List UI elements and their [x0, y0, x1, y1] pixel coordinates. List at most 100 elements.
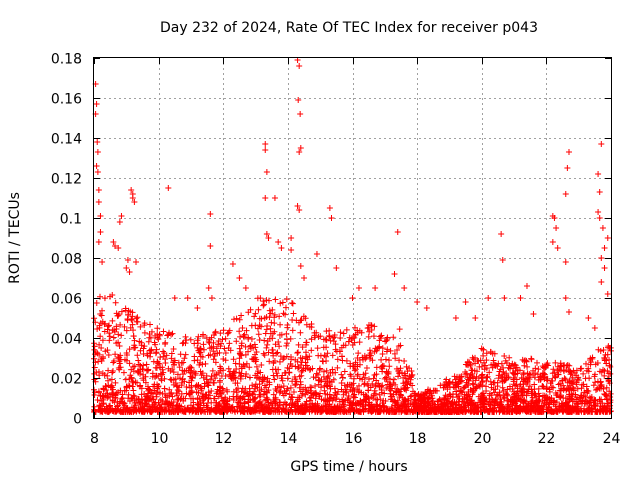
data-point	[271, 376, 278, 383]
data-point	[484, 374, 491, 381]
data-point	[496, 391, 503, 398]
data-point	[290, 310, 297, 317]
data-point	[107, 402, 114, 409]
data-point	[313, 370, 320, 377]
data-point	[117, 387, 124, 394]
data-point	[295, 341, 302, 348]
data-point	[517, 406, 524, 413]
data-point	[376, 337, 383, 344]
data-point	[292, 356, 299, 363]
data-point	[245, 398, 252, 405]
data-point	[549, 370, 556, 377]
data-point	[440, 384, 447, 391]
data-point	[213, 407, 220, 414]
data-point	[352, 394, 359, 401]
data-point	[178, 360, 185, 366]
data-point	[497, 406, 504, 413]
data-point	[462, 408, 469, 415]
data-point	[270, 352, 277, 359]
data-point	[386, 376, 393, 383]
data-point	[365, 333, 372, 340]
data-point	[109, 389, 116, 396]
data-point	[137, 323, 144, 330]
data-point	[97, 229, 104, 235]
data-point	[293, 378, 300, 385]
data-point	[524, 363, 531, 370]
data-point	[142, 400, 149, 407]
data-point	[299, 408, 306, 415]
data-point	[115, 331, 122, 338]
x-axis-label: GPS time / hours	[290, 459, 407, 475]
data-point	[187, 402, 194, 409]
data-point	[295, 349, 302, 356]
data-point	[270, 391, 277, 398]
data-point	[488, 392, 495, 399]
data-point	[360, 391, 367, 398]
data-point	[275, 338, 282, 345]
data-point	[469, 372, 476, 379]
data-point	[115, 312, 122, 319]
data-point	[377, 402, 384, 409]
data-point	[210, 343, 217, 350]
data-point	[480, 346, 487, 353]
data-point	[304, 406, 311, 413]
data-point	[207, 243, 214, 249]
data-point	[98, 344, 105, 351]
data-point	[382, 374, 389, 381]
data-point	[236, 316, 243, 323]
data-point	[116, 366, 123, 373]
data-point	[219, 336, 226, 343]
data-point	[359, 356, 366, 363]
data-point	[142, 396, 149, 403]
data-point	[116, 219, 123, 225]
data-point	[337, 408, 344, 415]
data-point	[96, 341, 103, 348]
data-point	[297, 381, 304, 388]
data-point	[607, 408, 614, 415]
data-point	[132, 402, 139, 409]
data-point	[223, 403, 230, 410]
data-point	[366, 355, 373, 362]
data-point	[479, 379, 486, 386]
data-point	[297, 317, 304, 324]
data-point	[594, 378, 601, 385]
data-point	[206, 392, 213, 399]
data-point	[217, 330, 224, 337]
data-point	[268, 404, 275, 411]
data-point	[261, 315, 268, 322]
data-point	[211, 395, 218, 402]
data-point	[261, 391, 268, 398]
data-point	[297, 111, 304, 117]
data-point	[468, 408, 475, 415]
data-point	[106, 407, 113, 414]
data-point	[220, 367, 227, 374]
data-point	[148, 408, 155, 415]
data-point	[157, 354, 164, 361]
data-point	[574, 401, 581, 408]
data-point	[343, 326, 350, 333]
data-point	[352, 359, 359, 366]
data-point	[154, 408, 161, 415]
data-point	[562, 295, 569, 301]
data-point	[441, 408, 448, 415]
data-point	[138, 342, 145, 349]
data-point	[284, 340, 291, 347]
data-point	[280, 310, 287, 317]
data-point	[242, 351, 249, 358]
data-point	[208, 407, 215, 414]
data-point	[330, 376, 337, 383]
data-point	[601, 404, 608, 411]
data-point	[110, 334, 117, 341]
data-point	[210, 379, 217, 386]
data-point	[243, 327, 250, 334]
data-point	[184, 295, 191, 301]
data-point	[231, 369, 238, 376]
data-point	[589, 408, 596, 415]
data-point	[126, 346, 133, 353]
data-point	[95, 199, 102, 205]
data-point	[598, 255, 605, 261]
data-point	[170, 361, 177, 368]
data-point	[300, 313, 307, 320]
data-point	[102, 348, 109, 355]
data-point	[355, 350, 362, 357]
